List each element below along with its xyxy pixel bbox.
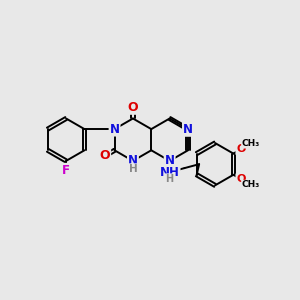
Text: N: N <box>110 123 120 136</box>
Text: N: N <box>165 154 175 167</box>
Text: O: O <box>100 149 110 162</box>
Text: O: O <box>236 144 246 154</box>
Text: H: H <box>128 164 137 174</box>
Text: CH₃: CH₃ <box>242 180 260 189</box>
Text: N: N <box>128 154 138 167</box>
Text: O: O <box>128 101 138 114</box>
Text: N: N <box>183 123 193 136</box>
Text: N: N <box>183 123 193 136</box>
Text: H: H <box>166 174 174 184</box>
Text: CH₃: CH₃ <box>242 139 260 148</box>
Text: F: F <box>62 164 70 177</box>
Text: NH: NH <box>160 166 180 178</box>
Text: O: O <box>236 174 246 184</box>
